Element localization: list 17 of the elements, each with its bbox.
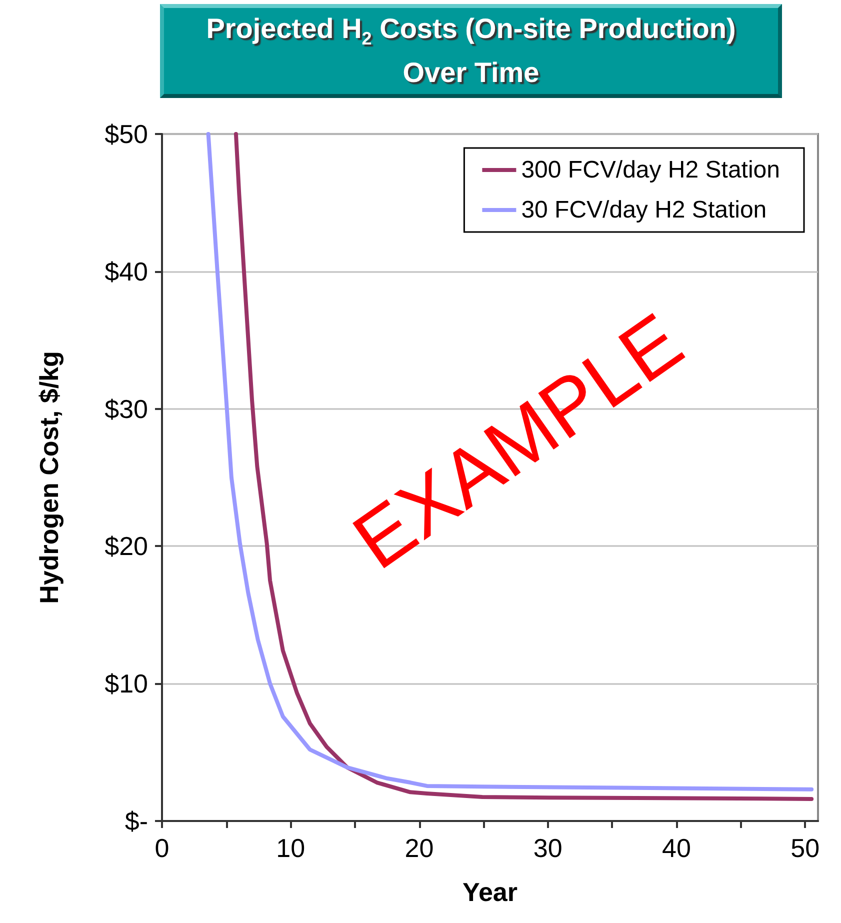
x-tick-label: 10	[276, 833, 306, 863]
x-tick-label: 20	[404, 833, 434, 863]
legend-label: 30 FCV/day H2 Station	[521, 196, 767, 224]
x-tick-label: 30	[533, 833, 562, 863]
x-axis-title: Year	[462, 877, 518, 907]
x-tick-label: 0	[154, 833, 170, 863]
y-tick-label: $50	[104, 119, 148, 149]
y-tick-label: $20	[104, 531, 148, 562]
y-tick-label: $40	[104, 256, 148, 286]
y-tick-label: $30	[104, 394, 148, 424]
chart-title: Projected H$_{2}$ Costs (On-site Production) Over Time	[205, 12, 737, 90]
x-tick-label: 50	[790, 833, 820, 863]
x-tick-label: 40	[662, 833, 691, 863]
y-tick-label: $10	[104, 668, 148, 699]
y-axis-title: Hydrogen Cost, $/kg	[34, 351, 64, 604]
y-tick-label: $-	[124, 806, 148, 836]
legend-label: 300 FCV/day H2 Station	[521, 156, 780, 184]
